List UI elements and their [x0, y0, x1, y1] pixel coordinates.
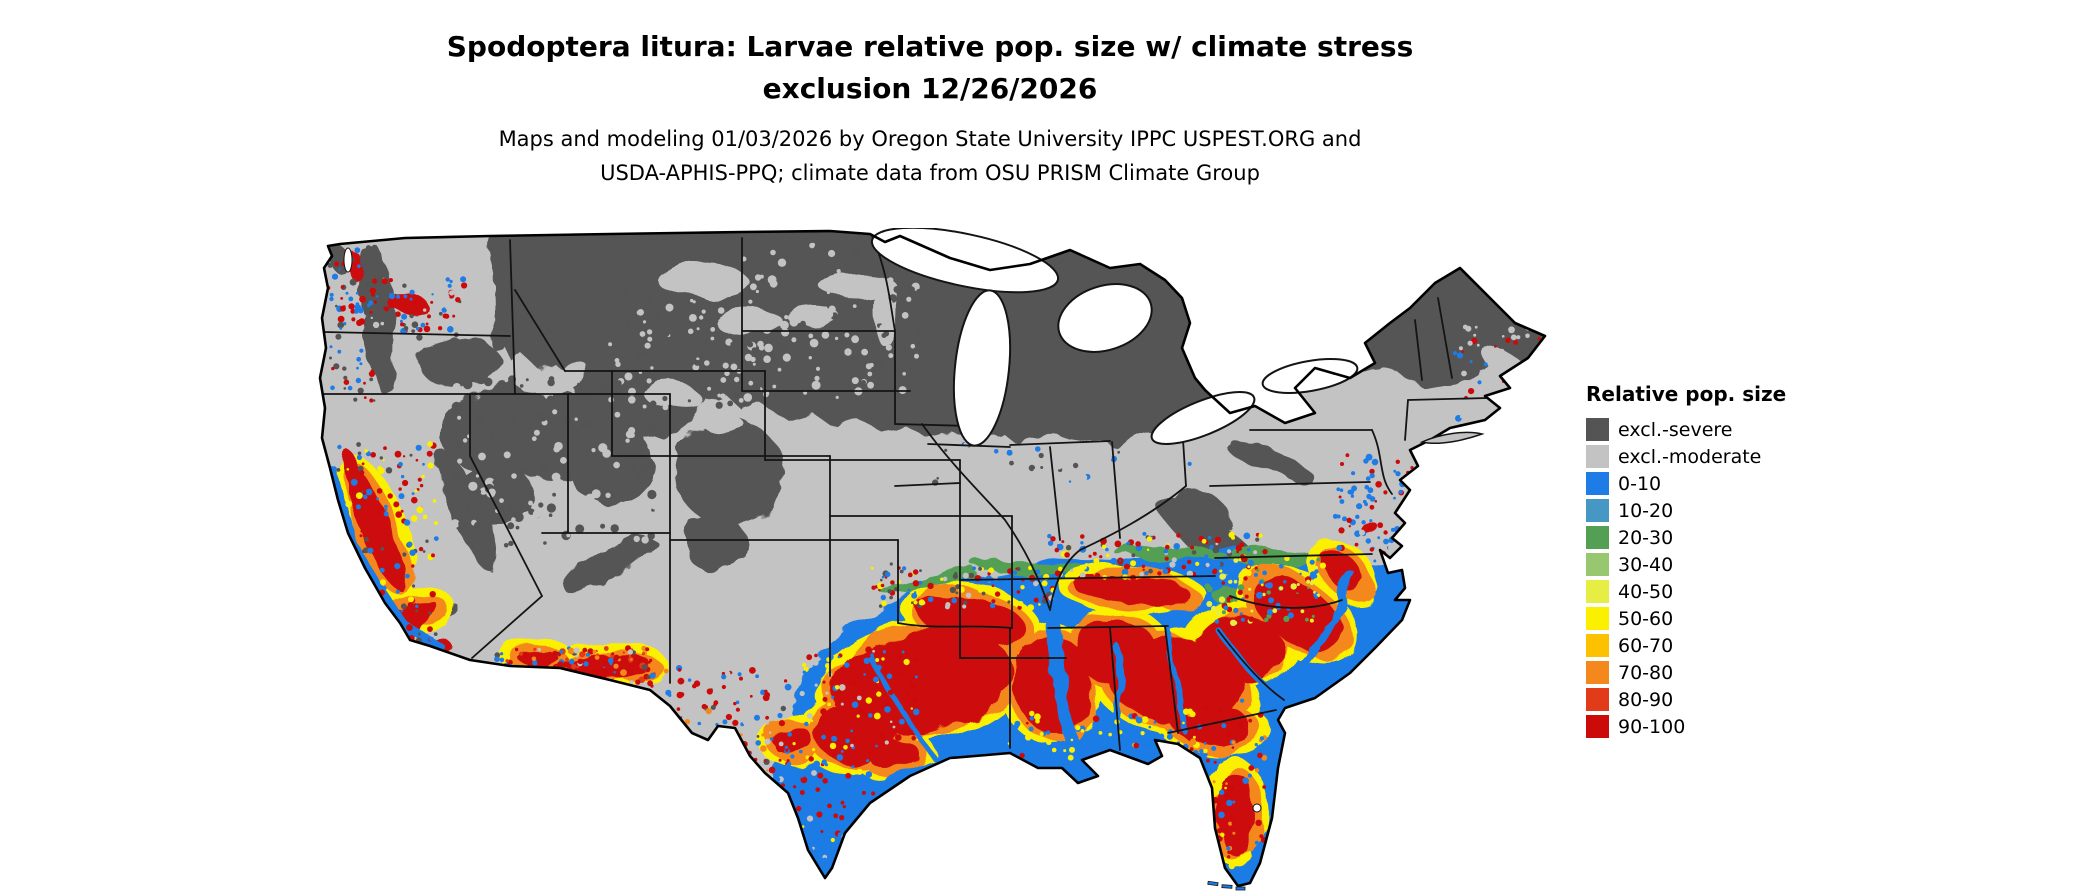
- lake-erie: [1150, 391, 1256, 445]
- us-outline: [318, 229, 1547, 888]
- us-map: [310, 226, 1560, 892]
- legend-swatch: [1586, 661, 1609, 684]
- legend-swatch: [1586, 499, 1609, 522]
- legend-swatch: [1586, 715, 1609, 738]
- legend-title: Relative pop. size: [1586, 382, 1787, 406]
- legend-item-label: excl.-moderate: [1618, 445, 1762, 468]
- map-subtitle-line2: USDA-APHIS-PPQ; climate data from OSU PR…: [600, 161, 1260, 185]
- lake-ontario: [1261, 358, 1359, 394]
- map-subtitle: Maps and modeling 01/03/2026 by Oregon S…: [0, 122, 1860, 190]
- legend-item: 80-90: [1586, 686, 1906, 713]
- legend-item: 40-50: [1586, 578, 1906, 605]
- legend-item: 20-30: [1586, 524, 1906, 551]
- legend-item-label: 60-70: [1618, 634, 1674, 657]
- state-borders: [320, 235, 1489, 751]
- legend-item: 60-70: [1586, 632, 1906, 659]
- lake-michigan: [952, 289, 1012, 447]
- lake-okeechobee: [1252, 803, 1262, 813]
- legend-swatch: [1586, 634, 1609, 657]
- lake-huron: [1057, 283, 1153, 353]
- legend-item: excl.-severe: [1586, 416, 1906, 443]
- puget-sound: [343, 247, 353, 273]
- legend-swatch: [1586, 553, 1609, 576]
- legend-swatch: [1586, 472, 1609, 495]
- legend-items: excl.-severe excl.-moderate 0-10 10-20 20-30…: [1586, 416, 1906, 740]
- legend-item-label: 90-100: [1618, 715, 1686, 738]
- legend-item: excl.-moderate: [1586, 443, 1906, 470]
- legend-swatch: [1586, 607, 1609, 630]
- legend-item-label: 50-60: [1618, 607, 1674, 630]
- excl-moderate-patches: [521, 267, 1544, 434]
- legend-swatch: [1586, 580, 1609, 603]
- legend-item-label: 10-20: [1618, 499, 1674, 522]
- map-title-line2: exclusion 12/26/2026: [762, 72, 1098, 105]
- legend-item: 50-60: [1586, 605, 1906, 632]
- land-raster: [320, 231, 1545, 886]
- legend-swatch: [1586, 418, 1609, 441]
- legend: Relative pop. size excl.-severe excl.-mod…: [1586, 382, 1906, 740]
- map-title-line1: Spodoptera litura: Larvae relative pop. …: [446, 30, 1414, 63]
- legend-item-label: 70-80: [1618, 661, 1674, 684]
- florida-keys: [1207, 880, 1246, 891]
- legend-item-label: excl.-severe: [1618, 418, 1733, 441]
- map-title: Spodoptera litura: Larvae relative pop. …: [0, 0, 1860, 110]
- header: Spodoptera litura: Larvae relative pop. …: [0, 0, 1860, 190]
- legend-swatch: [1586, 526, 1609, 549]
- map-subtitle-line1: Maps and modeling 01/03/2026 by Oregon S…: [498, 127, 1362, 151]
- legend-item: 10-20: [1586, 497, 1906, 524]
- legend-item: 30-40: [1586, 551, 1906, 578]
- legend-item-label: 40-50: [1618, 580, 1674, 603]
- raster-speckles: [326, 241, 1545, 885]
- legend-item-label: 0-10: [1618, 472, 1662, 495]
- legend-item-label: 20-30: [1618, 526, 1674, 549]
- legend-item-label: 80-90: [1618, 688, 1674, 711]
- legend-item: 90-100: [1586, 713, 1906, 740]
- legend-item-label: 30-40: [1618, 553, 1674, 576]
- legend-item: 70-80: [1586, 659, 1906, 686]
- legend-item: 0-10: [1586, 470, 1906, 497]
- long-island: [1419, 431, 1485, 445]
- legend-swatch: [1586, 445, 1609, 468]
- us-map-svg: [318, 226, 1547, 891]
- legend-swatch: [1586, 688, 1609, 711]
